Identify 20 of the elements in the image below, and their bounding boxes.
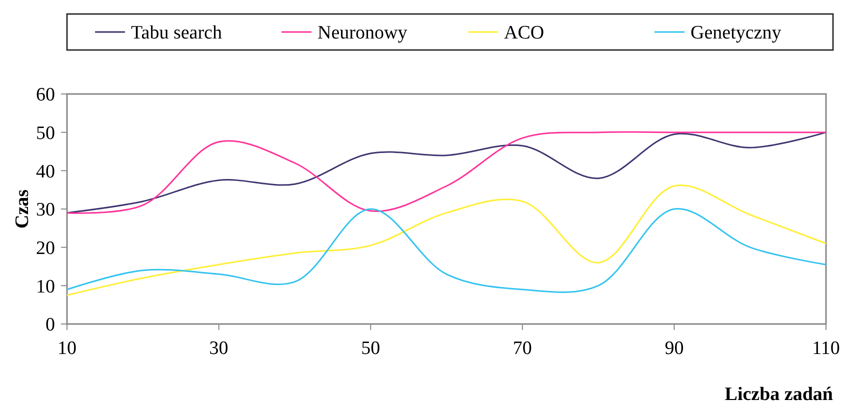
x-axis-title: Liczba zadań <box>724 384 834 405</box>
y-tick-label: 0 <box>46 314 55 336</box>
x-tick-label: 30 <box>209 338 228 359</box>
x-tick-label: 90 <box>664 338 684 359</box>
y-tick-label: 40 <box>36 161 55 182</box>
y-axis-title: Czas <box>12 189 33 229</box>
x-tick-label: 70 <box>512 338 532 359</box>
x-tick-label: 50 <box>361 338 380 359</box>
line-series <box>66 184 827 296</box>
y-tick-label: 60 <box>36 84 55 106</box>
x-tick-label: 10 <box>58 338 76 359</box>
x-tick-label: 110 <box>812 338 840 359</box>
y-tick-label: 20 <box>36 238 55 259</box>
y-tick-label: 10 <box>36 276 55 298</box>
legend-label: ACO <box>504 22 544 44</box>
y-tick-label: 30 <box>36 200 55 221</box>
y-tick-label: 50 <box>36 122 55 144</box>
legend-label: Genetyczny <box>690 22 782 44</box>
legend-label: Tabu search <box>131 22 222 44</box>
legend-label: Neuronowy <box>318 22 408 44</box>
